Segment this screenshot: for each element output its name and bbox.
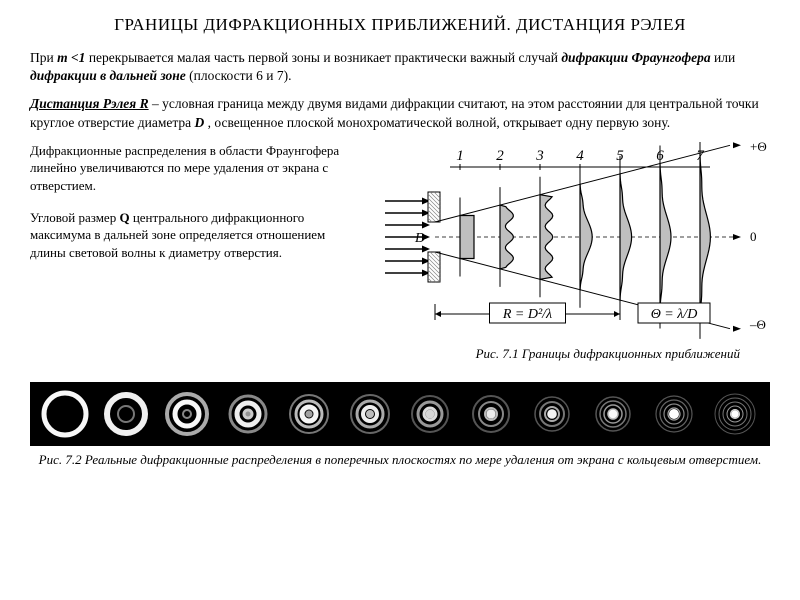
svg-text:+Θ: +Θ <box>750 142 767 154</box>
svg-text:1: 1 <box>456 148 464 164</box>
figure-7-2 <box>30 382 770 446</box>
term-fraunhofer: дифракции Фраунгофера <box>561 50 710 65</box>
svg-text:4: 4 <box>576 148 584 164</box>
figure-7-1: D1234567+Θ0–ΘR = D²/λΘ = λ/D Рис. 7.1 Гр… <box>380 142 770 362</box>
paragraph-2: Дистанция Рэлея R – условная граница меж… <box>30 95 770 131</box>
term-rayleigh: Дистанция Рэлея R <box>30 96 149 111</box>
svg-text:–Θ: –Θ <box>749 317 766 332</box>
svg-text:D: D <box>414 231 425 246</box>
diffraction-pattern <box>463 389 519 439</box>
page-title: ГРАНИЦЫ ДИФРАКЦИОННЫХ ПРИБЛИЖЕНИЙ. ДИСТА… <box>30 15 770 35</box>
text: – <box>149 96 163 111</box>
left-p1: Дифракционные распределения в области Фр… <box>30 142 364 195</box>
svg-text:R = D²/λ: R = D²/λ <box>502 307 552 322</box>
figure-7-2-caption: Рис. 7.2 Реальные дифракционные распреде… <box>30 452 770 468</box>
diffraction-pattern <box>646 389 702 439</box>
diffraction-pattern <box>585 389 641 439</box>
diffraction-pattern <box>707 389 763 439</box>
diffraction-pattern <box>98 389 154 439</box>
svg-text:2: 2 <box>496 148 504 164</box>
svg-text:3: 3 <box>535 148 544 164</box>
diffraction-pattern <box>342 389 398 439</box>
svg-text:Θ = λ/D: Θ = λ/D <box>651 307 698 322</box>
svg-text:0: 0 <box>750 229 757 244</box>
diffraction-pattern <box>220 389 276 439</box>
diffraction-pattern <box>524 389 580 439</box>
q-symbol: Q <box>119 210 129 225</box>
text: (плоскости 6 и 7). <box>186 68 292 83</box>
text: Угловой размер <box>30 210 119 225</box>
content-row: Дифракционные распределения в области Фр… <box>30 142 770 362</box>
diffraction-pattern <box>402 389 458 439</box>
left-column: Дифракционные распределения в области Фр… <box>30 142 364 362</box>
text: При <box>30 50 57 65</box>
figure-7-1-caption: Рис. 7.1 Границы дифракционных приближен… <box>380 346 770 362</box>
paragraph-1: При m <1 перекрывается малая часть перво… <box>30 49 770 85</box>
text: или <box>711 50 736 65</box>
m-symbol: m <1 <box>57 50 85 65</box>
diffraction-pattern <box>159 389 215 439</box>
text: , освещенное плоской монохроматической в… <box>204 115 670 130</box>
text: перекрывается малая часть первой зоны и … <box>85 50 561 65</box>
left-p2: Угловой размер Q центрального дифракцион… <box>30 209 364 262</box>
term-far-zone: дифракции в дальней зоне <box>30 68 186 83</box>
diffraction-diagram: D1234567+Θ0–ΘR = D²/λΘ = λ/D <box>380 142 770 342</box>
diffraction-pattern <box>281 389 337 439</box>
d-symbol: D <box>195 115 205 130</box>
diffraction-pattern <box>37 389 93 439</box>
